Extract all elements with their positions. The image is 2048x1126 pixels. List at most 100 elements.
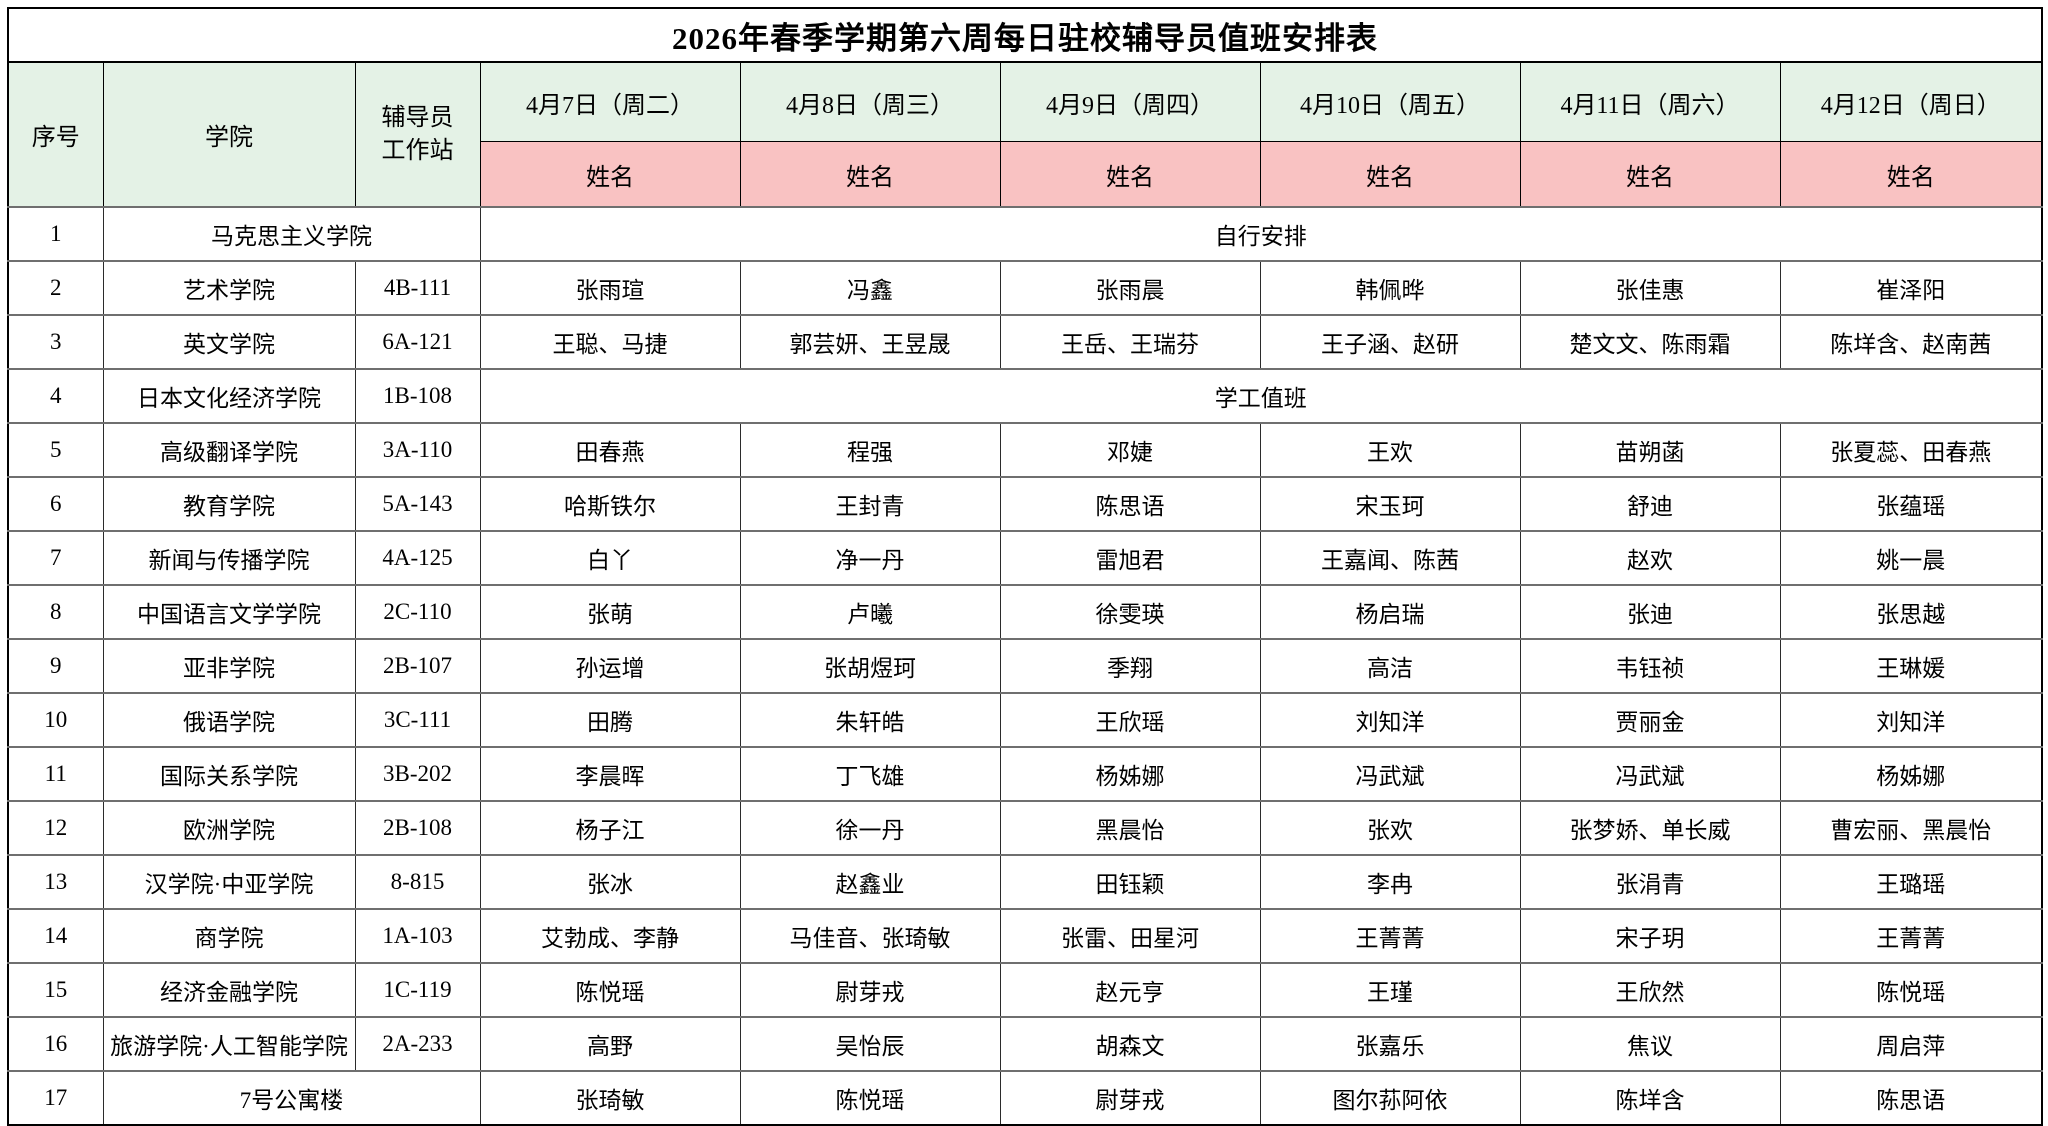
row-number-cell: 10 [7, 692, 104, 748]
duty-name-cell: 陈思语 [1779, 1070, 2043, 1126]
duty-name-cell: 韦钰祯 [1519, 638, 1781, 694]
duty-name-cell: 曹宏丽、黑晨怡 [1779, 800, 2043, 856]
table-row: 4 日本文化经济学院 1B-108 学工值班 [7, 368, 2043, 424]
station-cell: 2B-108 [354, 800, 481, 856]
row-number-cell: 3 [7, 314, 104, 370]
duty-name-cell: 赵元亨 [999, 962, 1261, 1018]
college-cell: 高级翻译学院 [102, 422, 356, 478]
college-cell: 教育学院 [102, 476, 356, 532]
row-number-cell: 5 [7, 422, 104, 478]
station-cell: 3B-202 [354, 746, 481, 802]
title-row: 2026年春季学期第六周每日驻校辅导员值班安排表 [6, 7, 2044, 63]
column-header-date-4: 4月10日（周五） [1259, 61, 1521, 142]
station-cell: 1B-108 [354, 368, 481, 424]
duty-name-cell: 陈悦瑶 [479, 962, 741, 1018]
table-row: 14 商学院 1A-103 艾勃成、李静 马佳音、张琦敏 张雷、田星河 王菁菁 宋子玥 王菁菁 [7, 908, 2043, 964]
row-number-cell: 11 [7, 746, 104, 802]
duty-name-cell: 冯武斌 [1519, 746, 1781, 802]
duty-name-cell: 孙运增 [479, 638, 741, 694]
duty-name-cell: 张雷、田星河 [999, 908, 1261, 964]
duty-name-cell: 雷旭君 [999, 530, 1261, 586]
duty-name-cell: 王嘉闻、陈茜 [1259, 530, 1521, 586]
row-number-cell: 17 [7, 1070, 104, 1126]
duty-name-cell: 张迪 [1519, 584, 1781, 640]
note-cell: 自行安排 [479, 206, 2043, 262]
duty-name-cell: 王欣瑶 [999, 692, 1261, 748]
duty-name-cell: 贾丽金 [1519, 692, 1781, 748]
table-row: 17 7号公寓楼 张琦敏 陈悦瑶 尉芽戎 图尔荪阿依 陈垟含 陈思语 [7, 1070, 2043, 1126]
table-row: 15 经济金融学院 1C-119 陈悦瑶 尉芽戎 赵元亨 王瑾 王欣然 陈悦瑶 [7, 962, 2043, 1018]
duty-name-cell: 楚文文、陈雨霜 [1519, 314, 1781, 370]
duty-name-cell: 徐雯瑛 [999, 584, 1261, 640]
college-cell: 商学院 [102, 908, 356, 964]
column-header-date-3: 4月9日（周四） [999, 61, 1261, 142]
duty-name-cell: 王菁菁 [1779, 908, 2043, 964]
duty-name-cell: 王岳、王瑞芬 [999, 314, 1261, 370]
duty-name-cell: 卢曦 [739, 584, 1001, 640]
duty-name-cell: 丁飞雄 [739, 746, 1001, 802]
duty-name-cell: 王欢 [1259, 422, 1521, 478]
header-row-dates: 序号 学院 辅导员 工作站 4月7日（周二） 4月8日（周三） 4月9日（周四）… [7, 61, 2043, 208]
duty-name-cell: 田腾 [479, 692, 741, 748]
table-row: 10 俄语学院 3C-111 田腾 朱轩皓 王欣瑶 刘知洋 贾丽金 刘知洋 [7, 692, 2043, 748]
duty-name-cell: 净一丹 [739, 530, 1001, 586]
duty-name-cell: 张萌 [479, 584, 741, 640]
college-cell: 亚非学院 [102, 638, 356, 694]
station-cell: 2B-107 [354, 638, 481, 694]
duty-name-cell: 李冉 [1259, 854, 1521, 910]
duty-name-cell: 王子涵、赵研 [1259, 314, 1521, 370]
college-cell: 国际关系学院 [102, 746, 356, 802]
duty-name-cell: 张琦敏 [479, 1070, 741, 1126]
column-header-college: 学院 [102, 61, 356, 208]
station-cell: 8-815 [354, 854, 481, 910]
duty-name-cell: 朱轩皓 [739, 692, 1001, 748]
row-number-cell: 7 [7, 530, 104, 586]
row-number-cell: 8 [7, 584, 104, 640]
page-title: 2026年春季学期第六周每日驻校辅导员值班安排表 [6, 7, 2044, 63]
station-cell: 4A-125 [354, 530, 481, 586]
table-row: 5 高级翻译学院 3A-110 田春燕 程强 邓婕 王欢 苗朔菡 张夏蕊、田春燕 [7, 422, 2043, 478]
duty-name-cell: 邓婕 [999, 422, 1261, 478]
duty-name-cell: 张嘉乐 [1259, 1016, 1521, 1072]
college-cell: 艺术学院 [102, 260, 356, 316]
duty-name-cell: 陈悦瑶 [739, 1070, 1001, 1126]
duty-name-cell: 张梦娇、单长威 [1519, 800, 1781, 856]
college-cell: 中国语言文学学院 [102, 584, 356, 640]
table-body: 1 马克思主义学院 自行安排 2 艺术学院 4B-111 张雨瑄 冯鑫 张雨晨 韩佩晔 张佳惠 崔泽阳… [7, 206, 2043, 1126]
station-cell: 1C-119 [354, 962, 481, 1018]
row-number-cell: 13 [7, 854, 104, 910]
duty-name-cell: 舒迪 [1519, 476, 1781, 532]
station-cell: 2C-110 [354, 584, 481, 640]
college-cell: 旅游学院·人工智能学院 [102, 1016, 356, 1072]
college-cell: 7号公寓楼 [102, 1070, 481, 1126]
duty-name-cell: 焦议 [1519, 1016, 1781, 1072]
duty-name-cell: 杨子江 [479, 800, 741, 856]
duty-name-cell: 张雨瑄 [479, 260, 741, 316]
duty-name-cell: 张蕴瑶 [1779, 476, 2043, 532]
duty-name-cell: 田春燕 [479, 422, 741, 478]
table-row: 9 亚非学院 2B-107 孙运增 张胡煜珂 季翔 高洁 韦钰祯 王琳媛 [7, 638, 2043, 694]
row-number-cell: 6 [7, 476, 104, 532]
college-cell: 欧洲学院 [102, 800, 356, 856]
column-header-date-2: 4月8日（周三） [739, 61, 1001, 142]
duty-schedule-table: 2026年春季学期第六周每日驻校辅导员值班安排表 序号 学院 辅导员 工作站 4… [6, 7, 2044, 1126]
duty-name-cell: 张雨晨 [999, 260, 1261, 316]
college-cell: 日本文化经济学院 [102, 368, 356, 424]
row-number-cell: 2 [7, 260, 104, 316]
name-subheader-3: 姓名 [999, 141, 1261, 208]
duty-name-cell: 冯武斌 [1259, 746, 1521, 802]
row-number-cell: 1 [7, 206, 104, 262]
column-header-number: 序号 [7, 61, 104, 208]
college-cell: 汉学院·中亚学院 [102, 854, 356, 910]
table-row: 3 英文学院 6A-121 王聪、马捷 郭芸妍、王昱晟 王岳、王瑞芬 王子涵、赵研 楚文文、陈… [7, 314, 2043, 370]
duty-name-cell: 哈斯铁尔 [479, 476, 741, 532]
duty-name-cell: 宋子玥 [1519, 908, 1781, 964]
name-subheader-1: 姓名 [479, 141, 741, 208]
row-number-cell: 14 [7, 908, 104, 964]
column-header-station: 辅导员 工作站 [354, 61, 481, 208]
row-number-cell: 15 [7, 962, 104, 1018]
duty-name-cell: 刘知洋 [1779, 692, 2043, 748]
duty-name-cell: 吴怡辰 [739, 1016, 1001, 1072]
duty-name-cell: 王琳媛 [1779, 638, 2043, 694]
college-cell: 经济金融学院 [102, 962, 356, 1018]
